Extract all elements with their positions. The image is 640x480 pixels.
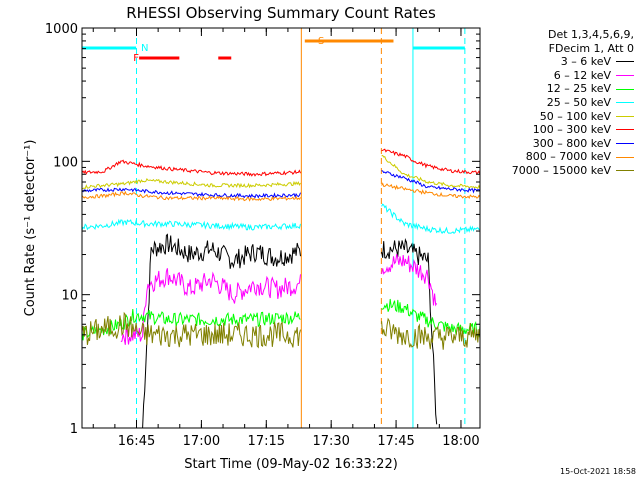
legend-header-line-1: Det 1,3,4,5,6,9, <box>547 28 634 41</box>
x-tick-label: 17:15 <box>248 434 285 449</box>
legend-swatch <box>616 75 634 77</box>
chart-legend: Det 1,3,4,5,6,9, FDecim 1, Att 0 3 – 6 k… <box>444 28 634 178</box>
series-line-4 <box>381 154 481 190</box>
series-line-1 <box>120 268 301 345</box>
legend-swatch <box>616 156 634 158</box>
legend-label: 300 – 800 keV <box>532 136 611 150</box>
series-line-3 <box>81 218 301 231</box>
y-tick-label: 10 <box>61 289 78 304</box>
y-axis-label: Count Rate (s⁻¹ detector⁻¹) <box>23 140 38 317</box>
legend-item: 100 – 300 keV <box>444 123 634 137</box>
plot-frame <box>81 27 481 429</box>
legend-swatch <box>616 129 634 131</box>
footer-timestamp: 15-Oct-2021 18:58 <box>560 467 636 476</box>
legend-swatch <box>616 115 634 117</box>
x-tick-label: 17:00 <box>183 434 220 449</box>
x-tick-label: 17:30 <box>312 434 349 449</box>
legend-item: 800 – 7000 keV <box>444 150 634 164</box>
legend-label: 25 – 50 keV <box>546 95 611 109</box>
legend-label: 12 – 25 keV <box>546 82 611 96</box>
legend-label: 50 – 100 keV <box>539 109 611 123</box>
series-line-8 <box>381 317 481 350</box>
legend-swatch <box>616 88 634 90</box>
series-line-8 <box>81 311 301 349</box>
y-tick-label: 1 <box>70 422 78 437</box>
series-line-7 <box>81 190 301 202</box>
legend-item: 300 – 800 keV <box>444 137 634 151</box>
annotation-n: N <box>141 43 148 54</box>
series-line-5 <box>81 159 301 177</box>
legend-swatch <box>616 170 634 172</box>
legend-item: 12 – 25 keV <box>444 82 634 96</box>
series-line-5 <box>381 148 481 175</box>
legend-item: 50 – 100 keV <box>444 110 634 124</box>
legend-swatch <box>616 61 634 63</box>
x-tick-label: 18:00 <box>442 434 479 449</box>
series-line-7 <box>381 182 481 200</box>
legend-item: 6 – 12 keV <box>444 69 634 83</box>
y-tick-label: 1000 <box>45 22 78 37</box>
series-line-3 <box>381 203 481 235</box>
legend-label: 100 – 300 keV <box>532 123 611 137</box>
legend-swatch <box>616 102 634 104</box>
y-tick-label: 100 <box>53 155 78 170</box>
series-line-4 <box>81 177 301 190</box>
chart-title: RHESSI Observing Summary Count Rates <box>126 4 436 22</box>
legend-item: 25 – 50 keV <box>444 96 634 110</box>
x-tick-label: 16:45 <box>118 434 155 449</box>
series-line-2 <box>81 309 301 341</box>
series-line-0 <box>142 233 301 429</box>
legend-label: 800 – 7000 keV <box>525 150 611 164</box>
series-line-0 <box>381 237 438 425</box>
series-line-1 <box>381 253 438 307</box>
legend-header-line-2: FDecim 1, Att 0 <box>548 41 634 55</box>
x-axis-label: Start Time (09-May-02 16:33:22) <box>184 457 398 472</box>
annotation-f: F <box>133 53 139 64</box>
legend-label: 3 – 6 keV <box>560 55 611 69</box>
annotation-s: S <box>318 36 324 47</box>
series-line-6 <box>81 187 301 199</box>
x-tick-label: 17:45 <box>377 434 414 449</box>
series-line-6 <box>381 170 481 194</box>
legend-label: 6 – 12 keV <box>553 68 611 82</box>
series-line-2 <box>381 298 481 338</box>
legend-label: 7000 – 15000 keV <box>511 163 611 177</box>
legend-item: 7000 – 15000 keV <box>444 164 634 178</box>
legend-swatch <box>616 143 634 145</box>
legend-item: 3 – 6 keV <box>444 55 634 69</box>
